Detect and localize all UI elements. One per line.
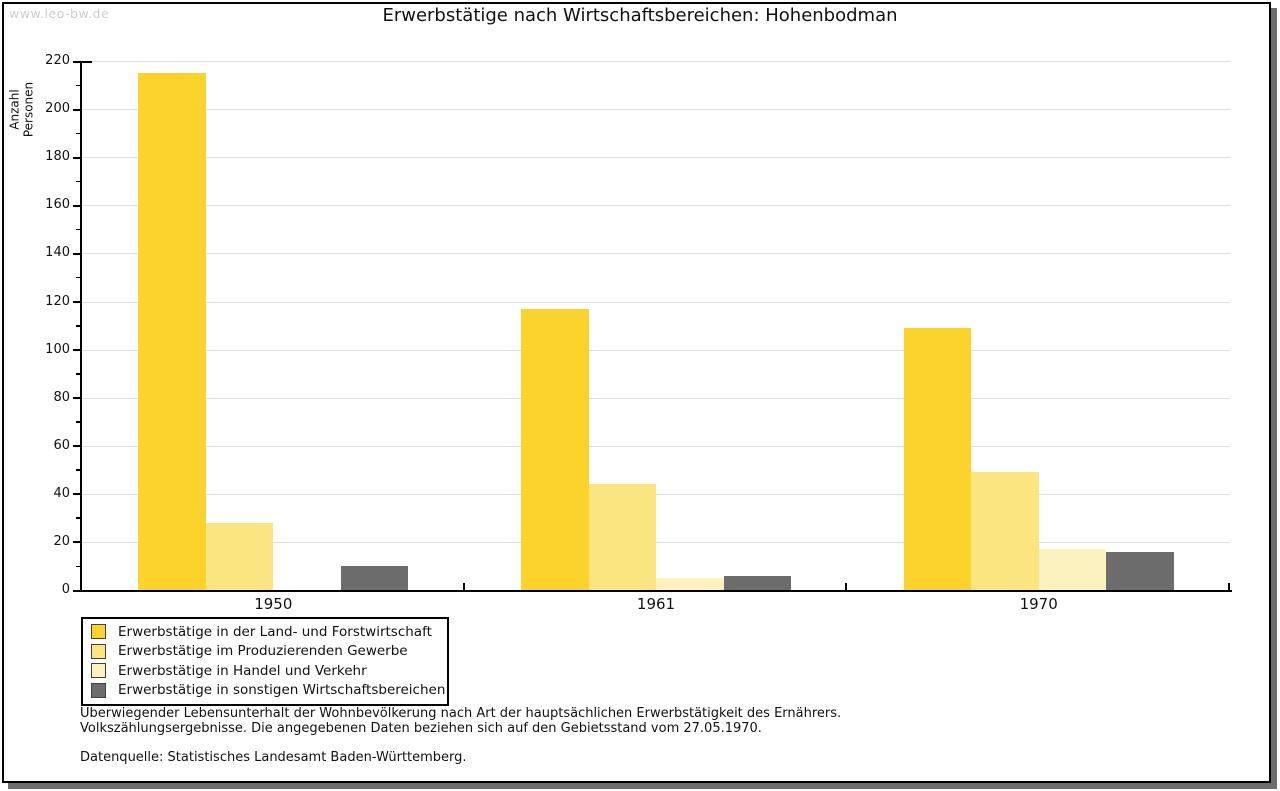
y-tick xyxy=(73,493,80,496)
legend-row: Erwerbstätige in sonstigen Wirtschaftsbe… xyxy=(83,681,447,701)
legend-swatch xyxy=(91,624,106,640)
y-minor-tick xyxy=(76,517,80,519)
y-tick-label: 120 xyxy=(45,293,70,309)
y-gridline xyxy=(82,61,1230,62)
y-tick-label: 20 xyxy=(53,533,70,549)
y-tick-label: 180 xyxy=(45,149,70,165)
y-gridline xyxy=(82,493,1230,495)
y-minor-tick xyxy=(76,373,80,375)
legend-swatch xyxy=(91,663,106,679)
watermark: www.leo-bw.de xyxy=(9,6,110,21)
y-tick-label: 40 xyxy=(53,485,70,501)
y-gridline xyxy=(82,397,1230,399)
legend-label: Erwerbstätige in sonstigen Wirtschaftsbe… xyxy=(118,682,446,699)
legend-row: Erwerbstätige im Produzierenden Gewerbe xyxy=(83,642,447,662)
x-axis-line xyxy=(80,590,1232,592)
y-gridline xyxy=(82,109,1230,111)
legend-label: Erwerbstätige im Produzierenden Gewerbe xyxy=(118,643,408,660)
x-tick xyxy=(1228,583,1230,590)
bar xyxy=(521,308,589,590)
y-tick-label: 140 xyxy=(45,245,70,261)
bar xyxy=(588,484,656,590)
y-gridline xyxy=(82,301,1230,303)
y-minor-tick xyxy=(76,132,80,135)
y-tick xyxy=(73,541,80,544)
y-tick xyxy=(73,156,80,159)
x-tick-label: 1961 xyxy=(636,595,676,613)
y-minor-tick xyxy=(76,325,80,327)
bar xyxy=(1038,549,1107,590)
bar xyxy=(1106,551,1174,590)
legend-label: Erwerbstätige in der Land- und Forstwirt… xyxy=(118,623,432,640)
y-axis-line xyxy=(80,61,82,592)
y-tick xyxy=(73,60,80,63)
y-tick xyxy=(73,252,80,255)
y-minor-tick xyxy=(76,421,80,423)
footnote: Überwiegender Lebensunterhalt der Wohnbe… xyxy=(80,706,841,736)
y-tick xyxy=(73,445,80,448)
x-tick xyxy=(845,583,848,590)
x-tick xyxy=(462,583,465,590)
y-tick xyxy=(73,397,80,400)
y-gridline xyxy=(82,253,1230,255)
y-tick-label: 160 xyxy=(45,197,70,213)
y-tick-label: 60 xyxy=(53,437,70,453)
legend-swatch xyxy=(91,682,106,698)
bar xyxy=(205,522,274,590)
x-tick-label: 1970 xyxy=(1019,595,1058,613)
legend-swatch xyxy=(91,643,106,659)
y-tick-label: 100 xyxy=(45,341,70,357)
bar xyxy=(340,566,409,590)
y-tick xyxy=(73,108,80,111)
bar xyxy=(656,578,724,590)
y-tick-label: 0 xyxy=(61,582,70,597)
y-tick-label: 200 xyxy=(45,101,70,117)
y-gridline xyxy=(82,205,1230,207)
y-tick xyxy=(73,589,80,592)
data-source: Datenquelle: Statistisches Landesamt Bad… xyxy=(80,750,467,765)
legend-row: Erwerbstätige in der Land- und Forstwirt… xyxy=(83,622,447,642)
y-tick xyxy=(73,349,80,351)
y-tick-label: 80 xyxy=(53,389,70,405)
y-gridline xyxy=(82,445,1230,447)
y-minor-tick xyxy=(76,228,80,231)
y-minor-tick xyxy=(76,84,80,86)
chart-title: Erwerbstätige nach Wirtschaftsbereichen:… xyxy=(382,5,898,26)
y-minor-tick xyxy=(76,469,80,471)
legend-box: Erwerbstätige in der Land- und Forstwirt… xyxy=(81,617,449,706)
y-gridline xyxy=(82,349,1230,351)
bar xyxy=(971,472,1039,590)
bar xyxy=(723,575,791,590)
x-tick-label: 1950 xyxy=(254,595,293,613)
bar xyxy=(138,73,206,590)
legend-row: Erwerbstätige in Handel und Verkehr xyxy=(83,661,447,681)
footnote-line-2: Volkszählungsergebnisse. Die angegebenen… xyxy=(80,721,762,736)
y-minor-tick xyxy=(76,180,80,183)
y-gridline xyxy=(82,157,1230,159)
y-gridline xyxy=(82,541,1230,543)
y-tick xyxy=(73,301,80,303)
y-minor-tick xyxy=(76,565,80,567)
y-minor-tick xyxy=(76,276,80,279)
y-tick xyxy=(73,204,80,207)
legend-label: Erwerbstätige in Handel und Verkehr xyxy=(118,662,367,679)
footnote-line-1: Überwiegender Lebensunterhalt der Wohnbe… xyxy=(80,706,842,721)
bar xyxy=(903,327,972,590)
y-axis-end-cap xyxy=(82,61,92,63)
y-tick-label: 220 xyxy=(45,53,70,68)
